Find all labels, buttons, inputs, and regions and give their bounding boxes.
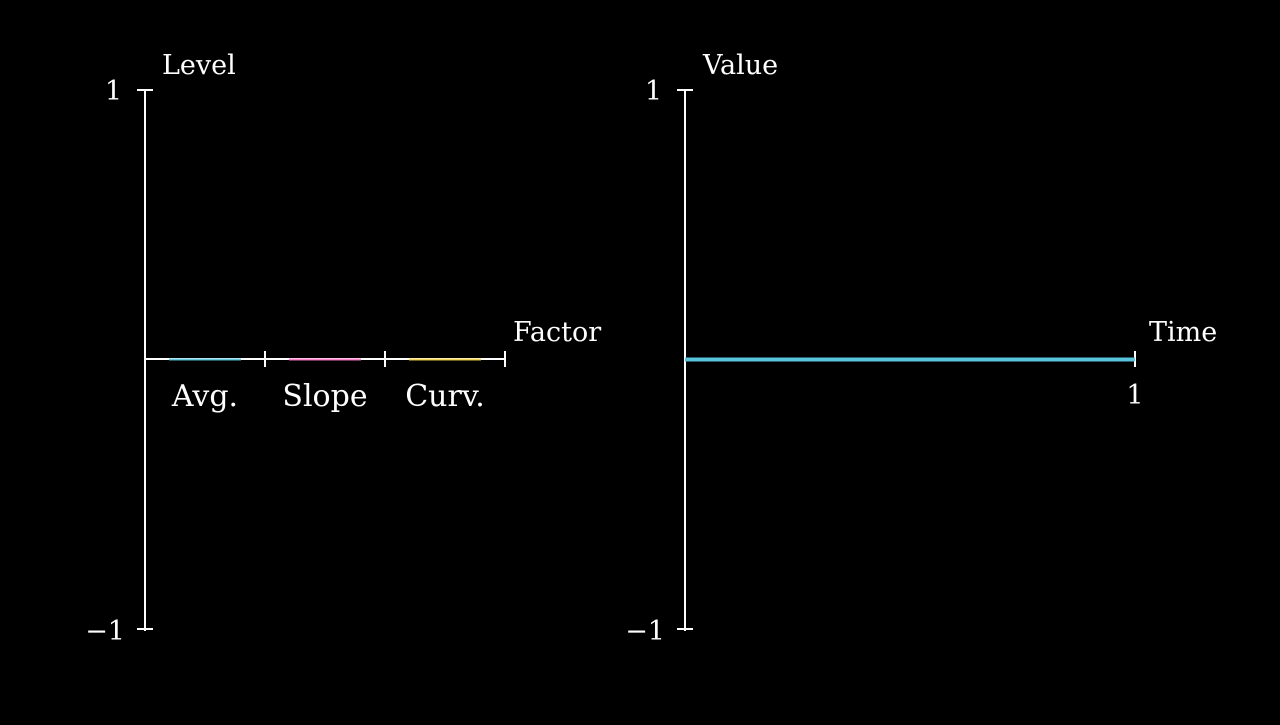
factor-chart-ytick-label-top: 1 xyxy=(105,76,122,107)
factor-chart-category-label-curv: Curv. xyxy=(405,379,485,414)
bar-curv xyxy=(409,358,481,361)
time-chart: 1 −1 Value Time 1 xyxy=(625,50,1217,647)
time-chart-ytick-label-bottom: −1 xyxy=(625,616,665,647)
factor-chart-bars xyxy=(169,358,481,361)
time-chart-x-label: Time xyxy=(1149,317,1217,348)
factor-chart-category-label-slope: Slope xyxy=(282,379,367,414)
factor-chart-y-label: Level xyxy=(162,50,236,81)
factor-chart-x-label: Factor xyxy=(513,317,601,348)
bar-slope xyxy=(289,358,361,361)
factor-chart: 1 −1 Level Factor Avg. Slope Curv. xyxy=(85,50,601,647)
time-chart-y-label: Value xyxy=(702,50,778,81)
factor-chart-ytick-label-bottom: −1 xyxy=(85,616,125,647)
time-chart-xtick-label: 1 xyxy=(1126,380,1143,411)
factor-chart-category-label-avg: Avg. xyxy=(171,379,238,414)
time-chart-ytick-label-top: 1 xyxy=(645,76,662,107)
bar-avg xyxy=(169,358,241,361)
